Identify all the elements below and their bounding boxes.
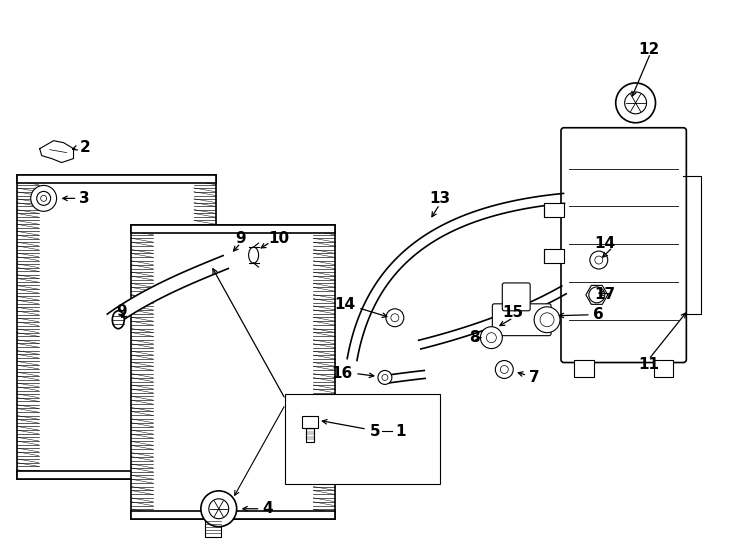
Text: 8: 8 — [470, 330, 480, 345]
Circle shape — [495, 361, 513, 379]
Bar — [17, 471, 216, 479]
Circle shape — [391, 314, 399, 322]
Text: 9: 9 — [117, 304, 127, 319]
Text: 3: 3 — [79, 191, 90, 206]
Bar — [306, 428, 314, 442]
Text: 14: 14 — [334, 298, 355, 312]
Circle shape — [382, 374, 388, 380]
Circle shape — [595, 256, 603, 264]
Bar — [574, 360, 594, 377]
Polygon shape — [385, 370, 425, 383]
Polygon shape — [347, 193, 564, 360]
Text: 16: 16 — [331, 366, 352, 381]
Text: 12: 12 — [639, 42, 660, 57]
Circle shape — [481, 327, 502, 349]
Circle shape — [386, 309, 404, 327]
FancyBboxPatch shape — [561, 128, 686, 362]
Text: 6: 6 — [593, 307, 603, 322]
Bar — [17, 176, 216, 479]
Bar — [131, 511, 335, 519]
Text: 2: 2 — [79, 140, 90, 155]
Bar — [302, 416, 319, 428]
Circle shape — [625, 92, 647, 114]
Circle shape — [540, 313, 554, 327]
Circle shape — [534, 307, 560, 333]
Text: 7: 7 — [529, 370, 539, 385]
Circle shape — [378, 370, 392, 384]
Circle shape — [201, 491, 236, 526]
Circle shape — [31, 185, 57, 211]
Circle shape — [590, 251, 608, 269]
Circle shape — [589, 287, 605, 303]
Text: 11: 11 — [639, 357, 660, 372]
Text: 13: 13 — [429, 191, 450, 206]
FancyBboxPatch shape — [502, 283, 530, 311]
Text: 14: 14 — [595, 235, 616, 251]
Circle shape — [616, 83, 655, 123]
Bar — [205, 519, 221, 537]
Bar — [653, 360, 673, 377]
Circle shape — [37, 191, 51, 205]
Circle shape — [487, 333, 496, 342]
Circle shape — [40, 195, 47, 201]
Text: 1: 1 — [395, 424, 405, 438]
Bar — [544, 248, 564, 262]
Text: 5: 5 — [370, 424, 381, 438]
Ellipse shape — [112, 311, 124, 329]
Text: 15: 15 — [503, 305, 524, 320]
Bar — [131, 225, 335, 233]
Circle shape — [501, 366, 508, 374]
Text: 9: 9 — [236, 231, 246, 246]
Polygon shape — [418, 286, 566, 349]
Polygon shape — [107, 255, 228, 326]
Bar — [286, 394, 440, 484]
Text: 17: 17 — [595, 287, 616, 302]
Bar — [544, 203, 564, 217]
Text: 4: 4 — [263, 501, 273, 516]
FancyBboxPatch shape — [493, 304, 551, 336]
Circle shape — [208, 499, 229, 519]
Bar — [17, 176, 216, 184]
Text: 10: 10 — [269, 231, 290, 246]
Bar — [131, 225, 335, 519]
